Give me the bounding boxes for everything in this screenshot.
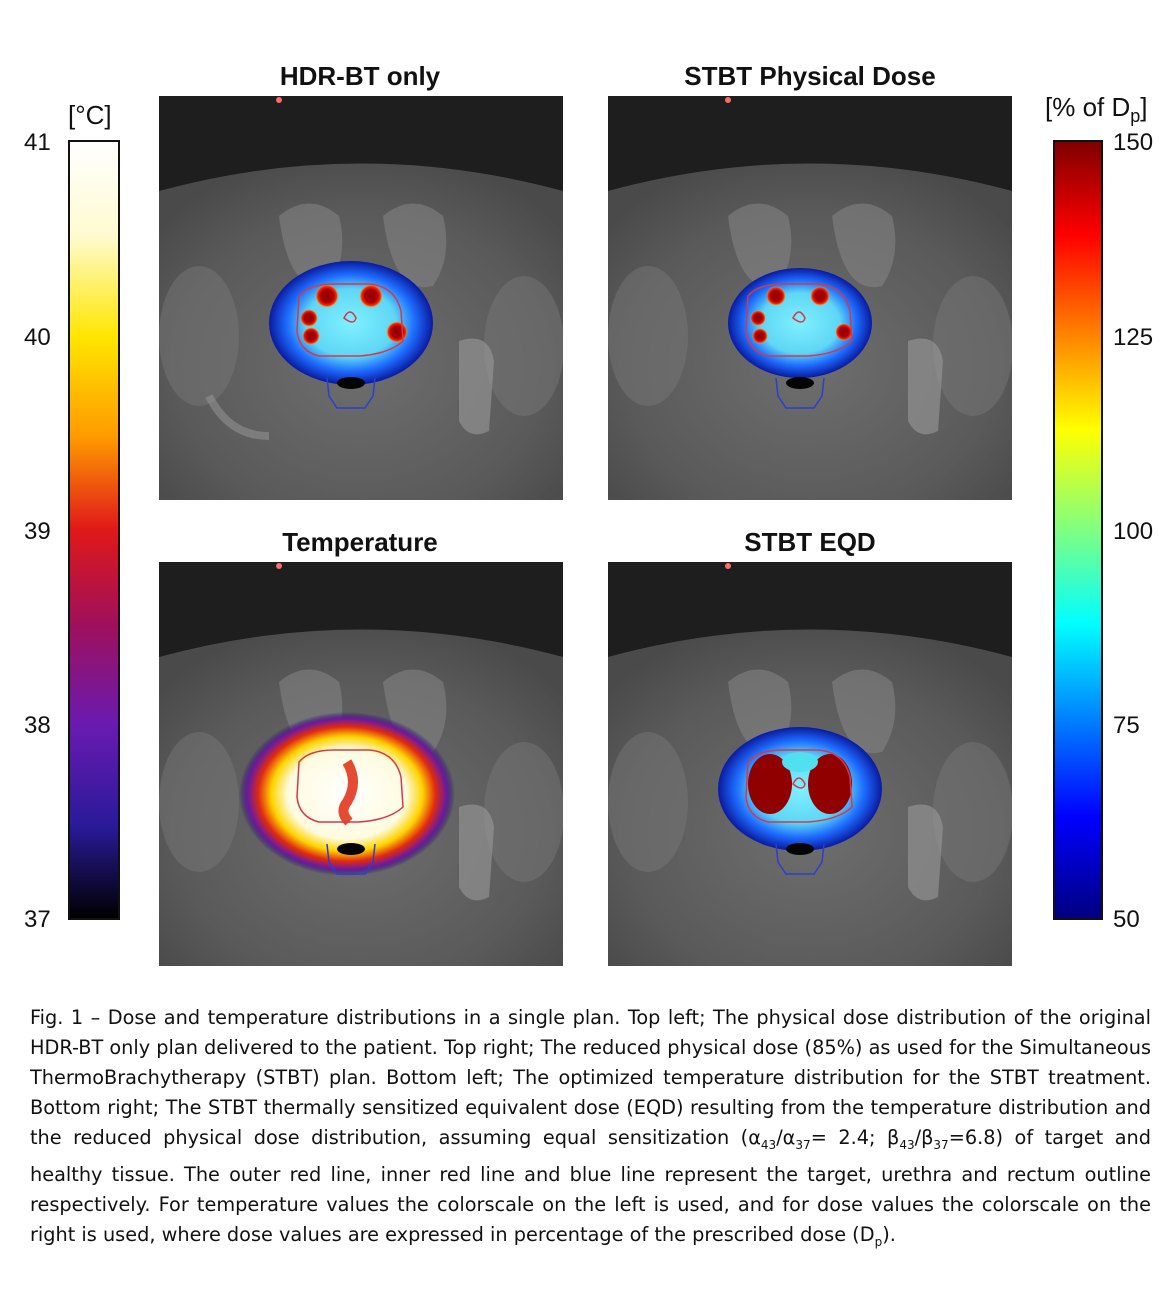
temp-colorbar bbox=[68, 140, 120, 920]
temp-tick-37: 37 bbox=[24, 906, 51, 933]
dose-tick-100: 100 bbox=[1113, 518, 1154, 545]
ct-panel-hdr-bt bbox=[159, 96, 563, 500]
temp-tick-39: 39 bbox=[24, 518, 51, 545]
dose-colorbar bbox=[1053, 140, 1103, 920]
ct-panel-stbt-eqd bbox=[608, 562, 1012, 966]
panel-title-top-left: HDR-BT only bbox=[279, 61, 441, 91]
panel-title-bottom-left: Temperature bbox=[282, 527, 438, 557]
panel-title-bottom-right: STBT EQD bbox=[744, 527, 876, 557]
ct-panel-temperature bbox=[159, 562, 563, 966]
temp-scale-unit: [°C] bbox=[68, 100, 112, 130]
figure-caption: Fig. 1 – Dose and temperature distributi… bbox=[30, 1006, 1152, 1249]
temp-tick-38: 38 bbox=[24, 712, 51, 739]
dose-tick-50: 50 bbox=[1113, 906, 1140, 933]
panel-title-top-right: STBT Physical Dose bbox=[684, 61, 936, 91]
dose-tick-75: 75 bbox=[1113, 712, 1140, 739]
dose-tick-150: 150 bbox=[1113, 129, 1154, 156]
ct-panel-stbt-physical-dose bbox=[608, 96, 1012, 500]
temp-tick-41: 41 bbox=[24, 129, 51, 156]
dose-scale-unit: [% of Dp] bbox=[1045, 92, 1148, 127]
dose-tick-125: 125 bbox=[1113, 324, 1154, 351]
temp-tick-40: 40 bbox=[24, 324, 51, 351]
